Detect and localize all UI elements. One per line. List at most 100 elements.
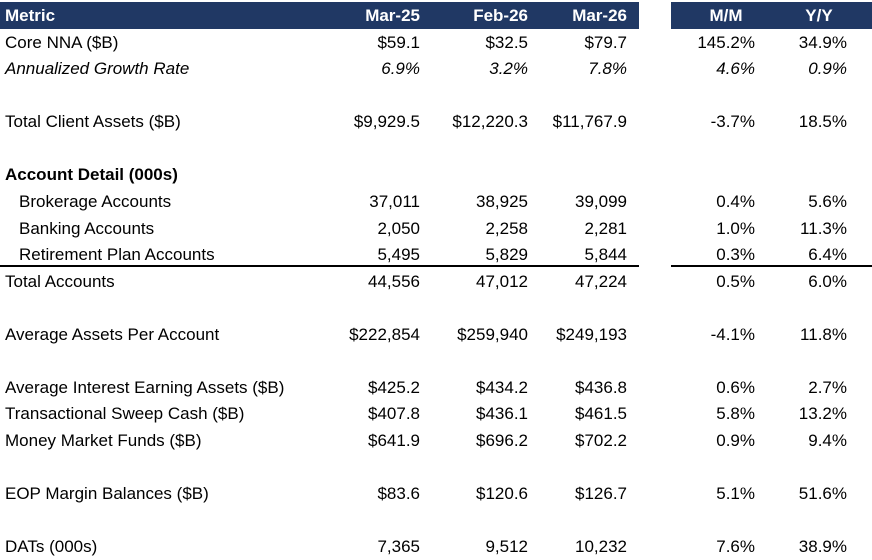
row-label: Money Market Funds ($B) [5, 431, 202, 450]
cell-yy: 18.5% [798, 112, 847, 131]
cell-yy: 11.8% [800, 325, 847, 344]
row-label: EOP Margin Balances ($B) [5, 484, 209, 503]
row-label: Brokerage Accounts [19, 192, 172, 211]
cell-mar-25: $9,929.5 [353, 112, 420, 131]
cell-feb-26: $32.5 [485, 33, 528, 52]
cell-mar-25: $222,854 [349, 325, 420, 344]
cell-mar-26: 2,281 [584, 219, 627, 238]
cell-feb-26: 9,512 [485, 537, 528, 556]
cell-feb-26: 38,925 [476, 192, 528, 211]
cell-mar-25: 2,050 [377, 219, 420, 238]
cell-feb-26: $12,220.3 [452, 112, 528, 131]
section-label: Account Detail (000s) [5, 165, 178, 184]
cell-mar-26: $249,193 [556, 325, 627, 344]
cell-feb-26: $436.1 [476, 404, 528, 423]
cell-yy: 2.7% [808, 378, 847, 397]
cell-yy: 0.9% [808, 59, 847, 78]
row-label: Banking Accounts [19, 219, 155, 238]
cell-feb-26: $120.6 [476, 484, 528, 503]
section-heading-account-detail: Account Detail (000s) [0, 162, 872, 188]
table-row-eop-margin-balances: EOP Margin Balances ($B) $83.6 $120.6 $1… [0, 481, 872, 507]
cell-mm: 0.3% [716, 245, 755, 264]
cell-yy: 6.4% [808, 245, 847, 264]
row-label: Transactional Sweep Cash ($B) [5, 404, 245, 423]
cell-mar-25: $407.8 [368, 404, 420, 423]
cell-yy: 6.0% [808, 272, 847, 291]
table-row-core-nna: Core NNA ($B) $59.1 $32.5 $79.7 145.2% 3… [0, 30, 872, 56]
cell-mar-25: $425.2 [368, 378, 420, 397]
header-bar-main: Metric Mar-25 Feb-26 Mar-26 [0, 2, 639, 29]
cell-mar-25: 7,365 [377, 537, 420, 556]
cell-feb-26: $259,940 [457, 325, 528, 344]
header-metric: Metric [5, 6, 56, 25]
cell-yy: 11.3% [800, 219, 847, 238]
cell-yy: 5.6% [808, 192, 847, 211]
table-row-total-client-assets: Total Client Assets ($B) $9,929.5 $12,22… [0, 109, 872, 135]
table-row-money-market-funds: Money Market Funds ($B) $641.9 $696.2 $7… [0, 428, 872, 454]
cell-yy: 38.9% [798, 537, 847, 556]
header-yy: Y/Y [805, 6, 833, 25]
cell-mm: -3.7% [710, 112, 755, 131]
cell-mar-26: 47,224 [575, 272, 627, 291]
table-row-average-interest-earning-assets: Average Interest Earning Assets ($B) $42… [0, 375, 872, 401]
row-label: Retirement Plan Accounts [19, 245, 215, 264]
row-label: Average Assets Per Account [5, 325, 220, 344]
row-label: Core NNA ($B) [5, 33, 119, 52]
cell-mar-26: $702.2 [575, 431, 627, 450]
cell-mar-25: 6.9% [381, 59, 420, 78]
cell-feb-26: 2,258 [485, 219, 528, 238]
cell-mar-26: $11,767.9 [552, 112, 627, 131]
cell-mar-26: 7.8% [588, 59, 627, 78]
cell-feb-26: $434.2 [476, 378, 528, 397]
row-label: Annualized Growth Rate [5, 59, 190, 78]
cell-mar-25: $83.6 [377, 484, 420, 503]
cell-feb-26: $696.2 [476, 431, 528, 450]
cell-mar-26: 10,232 [575, 537, 627, 556]
cell-mm: 7.6% [716, 537, 755, 556]
cell-feb-26: 5,829 [485, 245, 528, 264]
cell-mm: 1.0% [716, 219, 755, 238]
table-row-brokerage-accounts: Brokerage Accounts 37,011 38,925 39,099 … [0, 189, 872, 215]
table-row-average-assets-per-account: Average Assets Per Account $222,854 $259… [0, 322, 872, 348]
header-mm: M/M [709, 6, 743, 25]
cell-mar-26: $126.7 [575, 484, 627, 503]
cell-mar-26: 5,844 [584, 245, 627, 264]
cell-mar-25: $641.9 [368, 431, 420, 450]
cell-yy: 51.6% [798, 484, 847, 503]
cell-yy: 34.9% [798, 33, 847, 52]
cell-mar-26: 39,099 [575, 192, 627, 211]
row-label: Total Client Assets ($B) [5, 112, 181, 131]
cell-yy: 9.4% [808, 431, 847, 450]
row-label: DATs (000s) [5, 537, 98, 556]
cell-feb-26: 47,012 [476, 272, 528, 291]
cell-feb-26: 3.2% [489, 59, 528, 78]
subtotal-rule-main [0, 265, 639, 267]
cell-mar-25: 44,556 [368, 272, 420, 291]
header-bar-variance: M/M Y/Y [671, 2, 872, 29]
cell-yy: 13.2% [798, 404, 847, 423]
cell-mm: 145.2% [697, 33, 755, 52]
cell-mm: 0.5% [716, 272, 755, 291]
cell-mm: 0.9% [716, 431, 755, 450]
table-row-retirement-plan-accounts: Retirement Plan Accounts 5,495 5,829 5,8… [0, 242, 872, 268]
cell-mar-25: 37,011 [369, 192, 420, 211]
cell-mar-26: $461.5 [575, 404, 627, 423]
cell-mar-26: $436.8 [575, 378, 627, 397]
cell-mm: 0.6% [716, 378, 755, 397]
cell-mm: 4.6% [716, 59, 755, 78]
header-feb-26: Feb-26 [473, 6, 528, 25]
table-row-growth-rate: Annualized Growth Rate 6.9% 3.2% 7.8% 4.… [0, 56, 872, 82]
table-row-banking-accounts: Banking Accounts 2,050 2,258 2,281 1.0% … [0, 216, 872, 242]
cell-mar-26: $79.7 [584, 33, 627, 52]
table-row-total-accounts: Total Accounts 44,556 47,012 47,224 0.5%… [0, 269, 872, 295]
table-row-dats: DATs (000s) 7,365 9,512 10,232 7.6% 38.9… [0, 534, 872, 560]
header-mar-26: Mar-26 [572, 6, 627, 25]
cell-mm: 5.1% [716, 484, 755, 503]
row-label: Total Accounts [5, 272, 115, 291]
cell-mm: -4.1% [710, 325, 755, 344]
row-label: Average Interest Earning Assets ($B) [5, 378, 285, 397]
cell-mar-25: 5,495 [377, 245, 420, 264]
header-mar-25: Mar-25 [365, 6, 420, 25]
cell-mm: 0.4% [716, 192, 755, 211]
subtotal-rule-variance [671, 265, 872, 267]
